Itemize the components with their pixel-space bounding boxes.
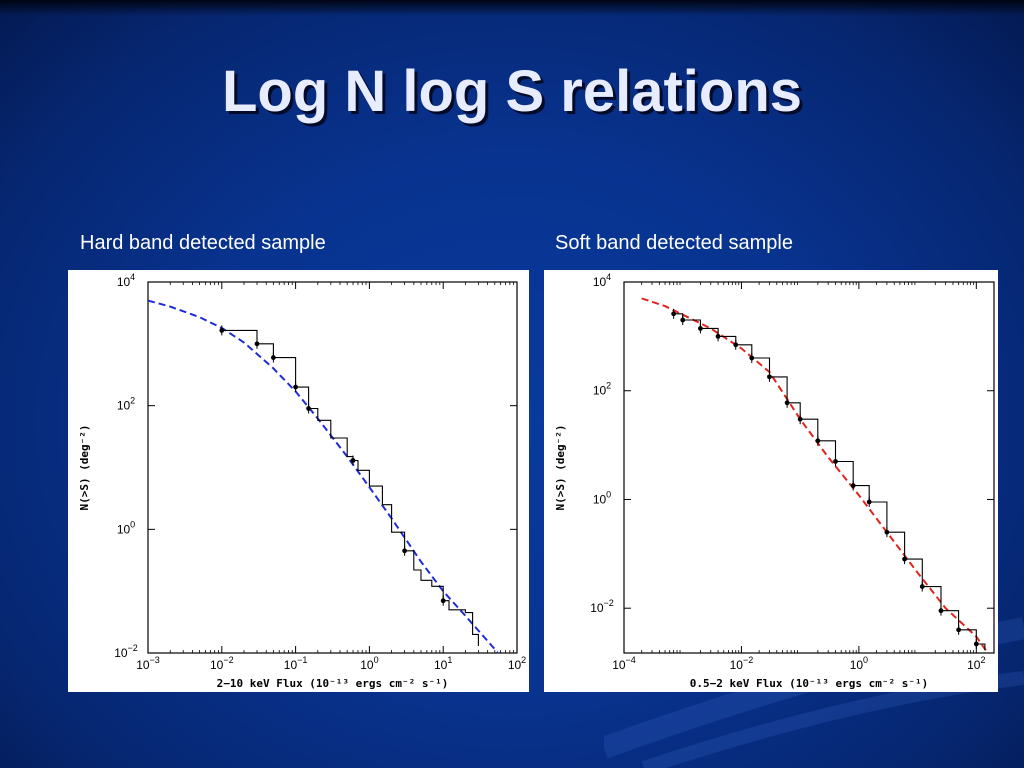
hard-x-tick-label: 10−2 — [210, 655, 234, 672]
soft-x-axis-label: 0.5−2 keV Flux (10⁻¹³ ergs cm⁻² s⁻¹) — [690, 677, 928, 690]
hard-x-tick-label: 10−3 — [136, 655, 160, 672]
soft-x-tick-label: 102 — [967, 655, 985, 672]
hard-y-axis-label: N(>S) (deg⁻²) — [78, 424, 91, 510]
hard-data-histogram — [221, 329, 479, 646]
soft-fit-curve — [641, 297, 988, 653]
soft-x-tick-label: 100 — [850, 655, 868, 672]
soft-data-histogram — [673, 313, 986, 650]
soft-y-tick-label: 104 — [593, 272, 611, 289]
soft-band-chart-panel: 10−4 10−2 100 102 10−2 100 102 104 0.5−2 keV Flu… — [544, 270, 998, 692]
soft-x-tick-label: 10−2 — [730, 655, 754, 672]
soft-y-axis-label: N(>S) (deg⁻²) — [554, 424, 567, 510]
hard-x-axis-label: 2−10 keV Flux (10⁻¹³ ergs cm⁻² s⁻¹) — [217, 677, 449, 690]
hard-y-tick-label: 10−2 — [114, 643, 138, 660]
hard-band-caption: Hard band detected sample — [80, 232, 326, 254]
hard-plot-frame — [147, 281, 518, 654]
soft-band-caption: Soft band detected sample — [555, 232, 793, 254]
hard-band-chart-panel: 10−3 10−2 10−1 100 101 102 10−2 100 102 104 2−10 k… — [68, 270, 529, 692]
soft-y-tick-label: 10−2 — [590, 598, 614, 615]
soft-y-tick-label: 100 — [593, 489, 611, 506]
hard-y-tick-label: 100 — [117, 519, 135, 536]
hard-x-tick-label: 100 — [360, 655, 378, 672]
soft-band-chart: 10−4 10−2 100 102 10−2 100 102 104 0.5−2 keV Flu… — [554, 272, 995, 690]
soft-y-tick-label: 102 — [593, 381, 611, 398]
hard-x-tick-label: 102 — [508, 655, 526, 672]
top-dark-band — [0, 0, 1024, 16]
hard-x-tick-label: 101 — [434, 655, 452, 672]
hard-x-tick-label: 10−1 — [284, 655, 308, 672]
hard-y-tick-label: 104 — [117, 272, 135, 289]
hard-y-tick-label: 102 — [117, 396, 135, 413]
soft-x-tick-label: 10−4 — [612, 655, 636, 672]
hard-fit-curve — [148, 299, 500, 653]
soft-plot-frame — [623, 281, 995, 654]
slide-title: Log N log S relations — [221, 59, 803, 124]
